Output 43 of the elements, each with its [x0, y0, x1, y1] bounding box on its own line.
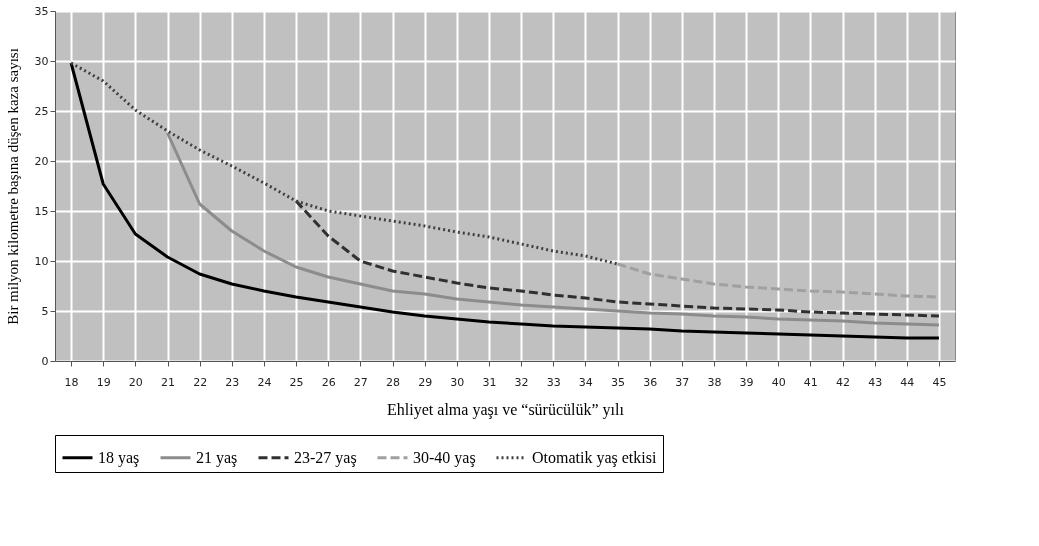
x-tick-label: 35: [611, 375, 625, 389]
x-axis-title: Ehliyet alma yaşı ve “sürücülük” yılı: [387, 400, 625, 419]
y-tick-label: 35: [34, 4, 49, 18]
legend-label: 23-27 yaş: [294, 448, 357, 467]
x-tick-label: 43: [868, 375, 883, 389]
x-tick-label: 20: [128, 375, 143, 389]
y-tick-label: 20: [34, 154, 49, 168]
x-tick-label: 33: [546, 375, 561, 389]
x-tick-label: 24: [257, 375, 272, 389]
x-tick-label: 34: [578, 375, 593, 389]
x-tick-label: 29: [418, 375, 433, 389]
x-tick-label: 22: [193, 375, 208, 389]
x-tick-label: 42: [836, 375, 850, 389]
x-tick-label: 44: [900, 375, 915, 389]
x-tick-label: 19: [96, 375, 111, 389]
x-tick-label: 41: [803, 375, 818, 389]
x-tick-label: 37: [675, 375, 690, 389]
legend-label: 18 yaş: [98, 448, 140, 467]
x-tick-label: 45: [932, 375, 947, 389]
y-tick-label: 10: [34, 254, 49, 268]
y-tick-label: 5: [41, 304, 49, 318]
y-tick-label: 30: [34, 54, 49, 68]
x-tick-label: 31: [482, 375, 497, 389]
x-tick-label: 38: [707, 375, 722, 389]
y-tick-label: 0: [41, 354, 49, 368]
x-tick-label: 28: [386, 375, 400, 389]
legend-label: 30-40 yaş: [413, 448, 476, 467]
x-tick-label: 30: [450, 375, 465, 389]
y-axis-title: Bir milyon kilometre başına düşen kaza sayısı: [4, 48, 21, 325]
x-tick-label: 21: [161, 375, 175, 389]
x-tick-label: 39: [739, 375, 754, 389]
x-tick-label: 27: [353, 375, 368, 389]
y-tick-label: 25: [34, 104, 49, 118]
x-tick-label: 32: [514, 375, 529, 389]
legend-label: Otomatik yaş etkisi: [532, 448, 657, 467]
x-tick-label: 26: [321, 375, 336, 389]
x-tick-label: 36: [643, 375, 658, 389]
legend-label: 21 yaş: [196, 448, 238, 467]
x-tick-label: 25: [289, 375, 304, 389]
x-tick-label: 18: [64, 375, 79, 389]
x-tick-label: 23: [225, 375, 240, 389]
x-tick-label: 40: [771, 375, 786, 389]
y-tick-label: 15: [34, 204, 49, 218]
